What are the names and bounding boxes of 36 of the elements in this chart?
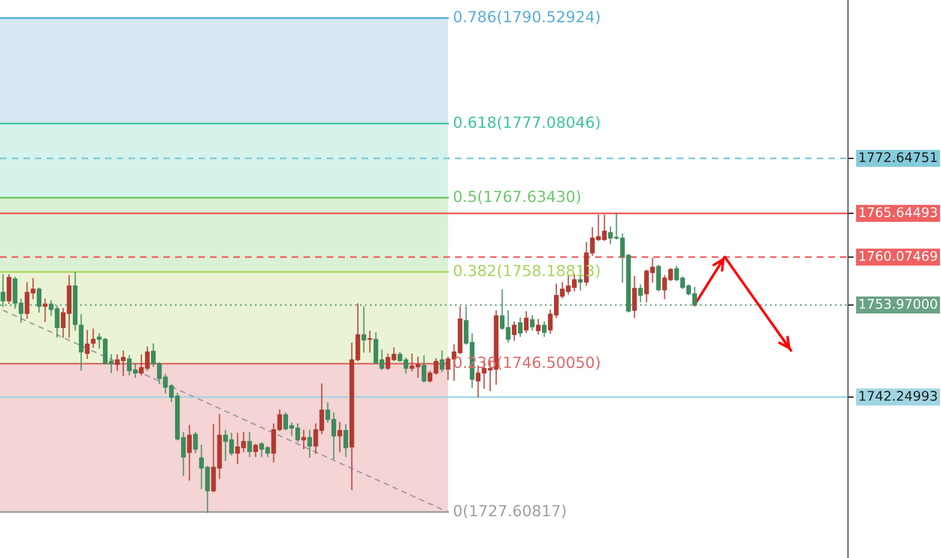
- ref-line-label: 0.786(1790.52924): [454, 10, 600, 24]
- ref-line-label: 1742.24993: [860, 390, 937, 401]
- candlestick: [524, 311, 529, 333]
- candlestick: [512, 321, 517, 341]
- candlestick: [193, 432, 198, 454]
- candlestick: [530, 315, 535, 331]
- ref-line-label: 0(1727.60817): [454, 504, 566, 518]
- candlestick: [632, 276, 637, 318]
- ref-line-label: 1765.64493: [860, 207, 937, 218]
- candlestick: [337, 422, 342, 452]
- candlestick: [187, 425, 192, 481]
- candlestick: [542, 321, 547, 337]
- candlestick: [90, 328, 96, 348]
- candlestick: [343, 424, 348, 458]
- candlestick: [307, 430, 312, 458]
- candlestick: [247, 432, 252, 458]
- ref-line-label: 1772.64751: [860, 152, 937, 162]
- candlestick: [36, 288, 42, 313]
- candlestick: [656, 264, 661, 292]
- candlestick: [253, 444, 258, 458]
- candlestick: [368, 330, 372, 353]
- candlestick: [0, 274, 6, 308]
- candlestick: [42, 298, 48, 322]
- candlestick: [422, 355, 426, 382]
- candlestick: [638, 284, 643, 302]
- ref-line-label: 1753.97000: [860, 298, 938, 309]
- ref-line-label: 0.618(1777.08046): [454, 116, 600, 130]
- candlestick: [362, 306, 366, 353]
- candlestick: [440, 350, 444, 372]
- candlestick: [6, 274, 12, 304]
- candlestick: [84, 330, 90, 359]
- candlestick: [536, 319, 541, 335]
- ref-line-label: 0.5(1767.63430): [454, 190, 580, 204]
- candlestick: [518, 317, 523, 337]
- ref-line-label: 1760.07469: [860, 250, 937, 261]
- candlestick: [301, 430, 306, 450]
